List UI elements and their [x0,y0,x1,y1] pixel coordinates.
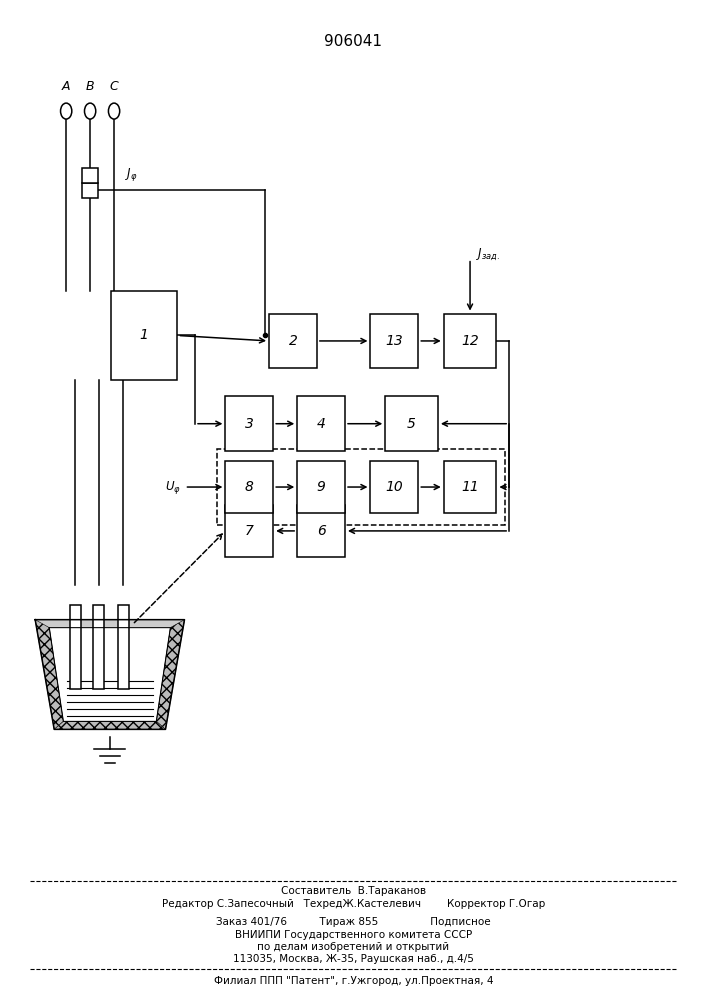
Bar [70,605,81,689]
Text: Филиал ППП "Патент", г.Ужгород, ул.Проектная, 4: Филиал ППП "Патент", г.Ужгород, ул.Проек… [214,976,493,986]
Text: $U_\varphi$: $U_\varphi$ [165,479,181,496]
Bar [117,605,129,689]
Bar [370,461,419,513]
Text: 906041: 906041 [325,34,382,49]
Polygon shape [35,620,64,729]
Text: 2: 2 [288,334,298,348]
Text: Составитель  В.Тараканов: Составитель В.Тараканов [281,886,426,896]
Bar [443,461,496,513]
Text: 6: 6 [317,524,325,538]
Bar [110,291,177,380]
Polygon shape [49,628,170,721]
Polygon shape [156,620,185,729]
Text: 10: 10 [385,480,403,494]
Bar [385,396,438,451]
Text: A: A [62,80,71,93]
Text: 1: 1 [139,328,148,342]
Text: 11: 11 [461,480,479,494]
Bar [226,461,273,513]
Polygon shape [54,721,165,729]
Bar [443,314,496,368]
Polygon shape [35,620,185,729]
Bar [297,461,345,513]
Text: 13: 13 [385,334,403,348]
Text: Заказ 401/76          Тираж 855                Подписное: Заказ 401/76 Тираж 855 Подписное [216,917,491,927]
Text: 4: 4 [317,417,325,431]
Bar [83,168,98,183]
Circle shape [61,103,72,119]
Bar [297,396,345,451]
Circle shape [108,103,119,119]
Bar [226,396,273,451]
Text: $J_\varphi$: $J_\varphi$ [124,166,137,183]
Text: $J_{зад.}$: $J_{зад.}$ [476,246,500,262]
Bar [217,449,505,525]
Bar [226,505,273,557]
Bar [93,605,104,689]
Text: по делам изобретений и открытий: по делам изобретений и открытий [257,942,450,952]
Text: 9: 9 [317,480,325,494]
Circle shape [85,103,95,119]
Text: ВНИИПИ Государственного комитета СССР: ВНИИПИ Государственного комитета СССР [235,930,472,940]
Text: 113035, Москва, Ж-35, Раушская наб., д.4/5: 113035, Москва, Ж-35, Раушская наб., д.4… [233,954,474,964]
Bar [370,314,419,368]
Text: C: C [110,80,119,93]
Text: 12: 12 [461,334,479,348]
Bar [269,314,317,368]
Text: B: B [86,80,95,93]
Bar [83,183,98,198]
Text: Редактор С.Запесочный   ТехредЖ.Кастелевич        Корректор Г.Огар: Редактор С.Запесочный ТехредЖ.Кастелевич… [162,899,545,909]
Text: 8: 8 [245,480,254,494]
Bar [297,505,345,557]
Text: 5: 5 [407,417,416,431]
Text: 7: 7 [245,524,254,538]
Text: 3: 3 [245,417,254,431]
